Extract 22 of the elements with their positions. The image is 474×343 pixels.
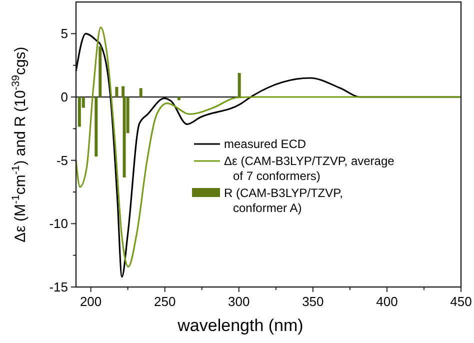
bar [94,97,98,157]
x-tick-label: 400 [376,294,398,309]
x-tick-label: 450 [450,294,472,309]
y-tick-label: -15 [49,280,68,294]
y-tick-label: -10 [49,216,68,232]
legend-label: R (CAM-B3LYP/TZVP, conformer A) [224,186,343,215]
bar [139,88,142,97]
x-axis-title: wavelength (nm) [176,316,304,335]
legend-label: measured ECD [224,137,306,151]
bar [238,72,241,97]
y-tick-label: -5 [56,152,68,168]
legend-label: Δε (CAM-B3LYP/TZVP, average of 7 conformers) [224,154,395,183]
bar [98,46,102,97]
x-tick-label: 250 [154,294,176,309]
bar [115,86,118,97]
y-tick-label: 0 [60,90,68,104]
x-tick-label: 200 [80,294,102,309]
bar [78,97,81,127]
y-tick-label: 5 [60,26,68,42]
bar [177,97,180,100]
x-tick-label: 300 [228,294,250,309]
x-tick-label: 350 [302,294,324,309]
